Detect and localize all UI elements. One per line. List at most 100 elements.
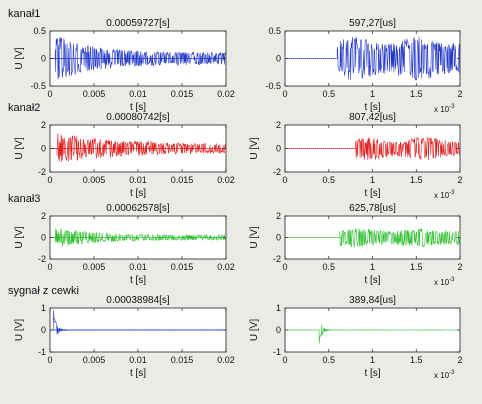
x-tick-label: 1.5 bbox=[410, 89, 423, 99]
y-tick-label: -2 bbox=[273, 167, 281, 177]
chart-panel-0: 0 0.005 0.01 0.015 0.020.50-0.50.00059727[s]… bbox=[8, 8, 235, 113]
x-tick-label: 0.5 bbox=[322, 262, 335, 272]
y-tick-label: 0 bbox=[41, 54, 46, 64]
y-tick-label: -2 bbox=[38, 167, 46, 177]
y-tick-label: 0 bbox=[41, 325, 46, 335]
x-tick-label: 0.02 bbox=[217, 175, 235, 185]
x-tick-label: 0.005 bbox=[83, 262, 106, 272]
x-axis-label: t [s] bbox=[364, 368, 380, 379]
x-tick-label: 2 bbox=[457, 355, 462, 365]
x-tick-label: 0.015 bbox=[171, 175, 194, 185]
x-tick-label: 0 bbox=[47, 175, 52, 185]
x-tick-label: 2 bbox=[457, 89, 462, 99]
y-tick-label: -2 bbox=[273, 254, 281, 264]
x-tick-label: 1 bbox=[370, 175, 375, 185]
x-tick-label: 0.5 bbox=[322, 89, 335, 99]
x-tick-label: 0 bbox=[282, 262, 287, 272]
x-axis-label: t [s] bbox=[130, 368, 146, 379]
x-tick-label: 0.02 bbox=[217, 89, 235, 99]
y-tick-label: 0 bbox=[276, 54, 281, 64]
y-axis-label: U [V] bbox=[249, 137, 260, 159]
x-tick-label: 0.005 bbox=[83, 355, 106, 365]
signal-trace bbox=[50, 37, 227, 80]
y-tick-label: 0.5 bbox=[268, 26, 281, 36]
plot-title: 389,84[us] bbox=[349, 295, 396, 306]
x-tick-label: 0 bbox=[282, 175, 287, 185]
y-axis-label: U [V] bbox=[249, 319, 260, 341]
x-tick-label: 1.5 bbox=[410, 262, 423, 272]
y-tick-label: 0.5 bbox=[33, 26, 46, 36]
x-scale-exponent: x 10-3 bbox=[434, 277, 455, 287]
x-axis-label: t [s] bbox=[364, 188, 380, 199]
plot-title: 0.00062578[s] bbox=[106, 203, 170, 214]
x-tick-label: 1.5 bbox=[410, 355, 423, 365]
y-tick-label: -1 bbox=[273, 347, 281, 357]
x-scale-exponent: x 10-3 bbox=[434, 104, 455, 114]
y-tick-label: 2 bbox=[41, 120, 46, 130]
x-tick-label: 0 bbox=[47, 89, 52, 99]
y-axis-label: U [V] bbox=[14, 137, 25, 159]
x-tick-label: 1 bbox=[370, 355, 375, 365]
x-tick-label: 0.01 bbox=[129, 89, 147, 99]
x-scale-exponent-power: -3 bbox=[449, 370, 455, 376]
y-tick-label: -1 bbox=[38, 347, 46, 357]
y-tick-label: 0 bbox=[276, 325, 281, 335]
y-axis-label: U [V] bbox=[249, 226, 260, 248]
x-axis-label: t [s] bbox=[364, 275, 380, 286]
y-tick-label: -0.5 bbox=[30, 81, 46, 91]
y-tick-label: 0 bbox=[276, 144, 281, 154]
channel-label: kanał2 bbox=[8, 102, 40, 114]
x-tick-label: 0.02 bbox=[217, 262, 235, 272]
x-axis-label: t [s] bbox=[130, 188, 146, 199]
channel-label: kanał1 bbox=[8, 8, 40, 20]
y-tick-label: 2 bbox=[276, 211, 281, 221]
x-scale-exponent-power: -3 bbox=[449, 104, 455, 110]
x-scale-exponent: x 10-3 bbox=[434, 190, 455, 200]
channel-label: kanał3 bbox=[8, 193, 40, 205]
signal-trace bbox=[285, 324, 461, 344]
y-tick-label: 2 bbox=[41, 211, 46, 221]
x-tick-label: 0.005 bbox=[83, 175, 106, 185]
x-tick-label: 0.02 bbox=[217, 355, 235, 365]
y-tick-label: 2 bbox=[276, 120, 281, 130]
y-axis-label: U [V] bbox=[14, 319, 25, 341]
x-tick-label: 0.5 bbox=[322, 175, 335, 185]
signal-trace bbox=[50, 228, 227, 247]
plot-title: 807,42[us] bbox=[349, 112, 396, 123]
x-tick-label: 0 bbox=[282, 89, 287, 99]
x-scale-exponent: x 10-3 bbox=[434, 370, 455, 380]
x-tick-label: 0 bbox=[282, 355, 287, 365]
x-tick-label: 0.01 bbox=[129, 262, 147, 272]
plot-title: 625,78[us] bbox=[349, 203, 396, 214]
x-tick-label: 0.01 bbox=[129, 355, 147, 365]
plot-title: 0.00038984[s] bbox=[106, 295, 170, 306]
y-axis-label: U [V] bbox=[14, 226, 25, 248]
y-tick-label: 0 bbox=[41, 144, 46, 154]
signal-trace bbox=[285, 136, 460, 161]
x-tick-label: 0.015 bbox=[171, 262, 194, 272]
y-tick-label: -0.5 bbox=[265, 81, 281, 91]
x-tick-label: 1 bbox=[370, 89, 375, 99]
y-tick-label: 1 bbox=[276, 303, 281, 313]
y-tick-label: -2 bbox=[38, 254, 46, 264]
x-axis-label: t [s] bbox=[130, 102, 146, 113]
y-tick-label: 1 bbox=[41, 303, 46, 313]
y-tick-label: 0 bbox=[41, 233, 46, 243]
signal-trace bbox=[285, 228, 461, 248]
plot-title: 0.00059727[s] bbox=[106, 18, 170, 29]
signal-trace bbox=[285, 36, 460, 81]
plot-title: 0.00080742[s] bbox=[106, 112, 170, 123]
x-tick-label: 2 bbox=[457, 175, 462, 185]
x-axis-label: t [s] bbox=[364, 102, 380, 113]
x-tick-label: 0.01 bbox=[129, 175, 147, 185]
x-tick-label: 0.5 bbox=[322, 355, 335, 365]
y-tick-label: 0 bbox=[276, 233, 281, 243]
x-tick-label: 1 bbox=[370, 262, 375, 272]
